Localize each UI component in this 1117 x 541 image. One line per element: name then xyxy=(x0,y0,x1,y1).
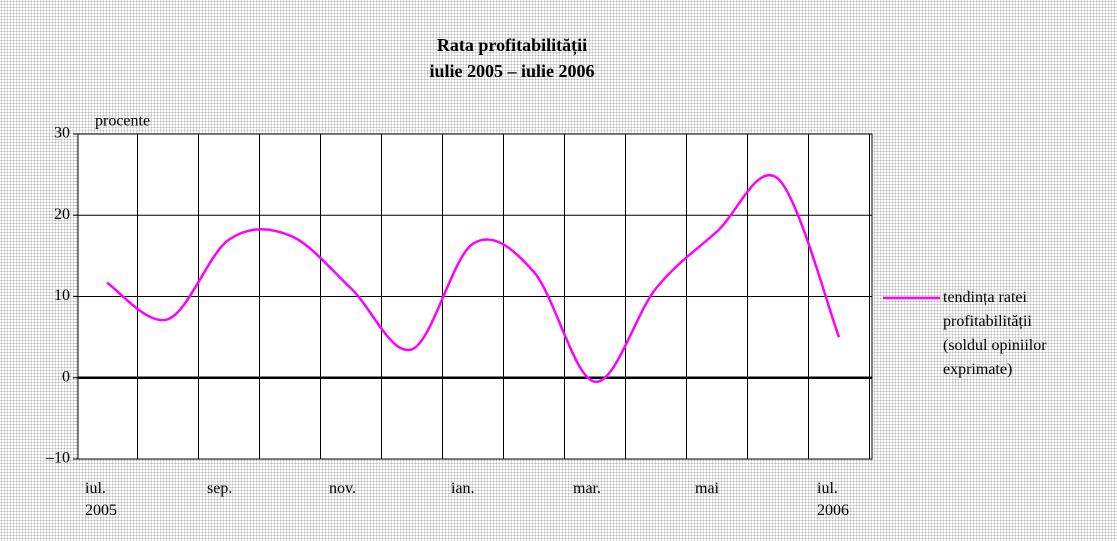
x-tick-label: nov. xyxy=(329,480,356,497)
y-tick-label: 30 xyxy=(54,125,70,142)
legend-label: tendința ratei profitabilității (soldul … xyxy=(943,289,1047,378)
data-line xyxy=(106,174,841,384)
chart-title: Rata profitabilității xyxy=(437,35,587,56)
y-tick-label: –10 xyxy=(45,450,70,467)
y-tick-label: 20 xyxy=(54,206,70,223)
x-tick-label: sep. xyxy=(207,480,233,497)
y-axis-label: procente xyxy=(95,113,150,130)
y-tick-label: 10 xyxy=(54,287,70,304)
x-tick-label: mar. xyxy=(573,480,601,497)
x-tick-label: ian. xyxy=(451,480,475,497)
x-tick-label: iul. 2006 xyxy=(817,480,849,519)
y-tick-label: 0 xyxy=(62,368,70,385)
x-tick-label: mai xyxy=(695,480,719,497)
chart-subtitle: iulie 2005 – iulie 2006 xyxy=(429,61,594,81)
x-tick-label: iul. 2005 xyxy=(85,480,117,519)
